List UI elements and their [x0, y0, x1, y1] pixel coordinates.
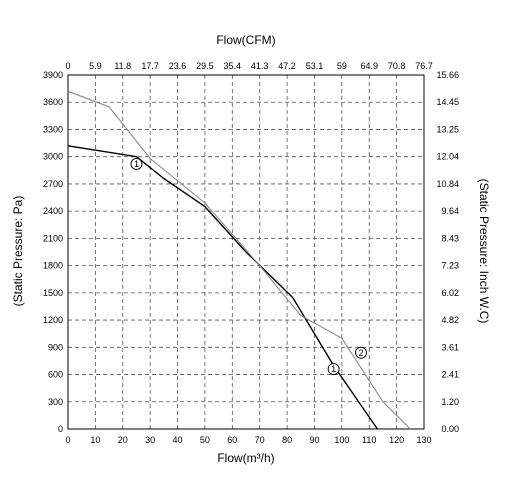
series-marker-1: 1	[327, 363, 340, 376]
y-left-tick-label: 3000	[43, 152, 63, 162]
series-line-1	[67, 145, 378, 430]
x-bottom-tick-label: 130	[416, 435, 431, 445]
x-top-tick-label: 0	[65, 61, 70, 71]
marker-label: 1	[331, 364, 336, 374]
y-left-tick-label: 2700	[43, 179, 63, 189]
y-left-tick-label: 2400	[43, 206, 63, 216]
x-bottom-tick-labels: 0 10 20 30 40 50 60 70 80 90 100 110 120 130	[65, 435, 431, 445]
y-right-tick-label: 8.43	[441, 233, 459, 243]
y-right-tick-label: 7.23	[441, 261, 459, 271]
x-top-tick-labels: 0 5.9 11.8 17.7 23.6 29.5 35.4 41.3 47.2 53.1 59 64…	[65, 61, 432, 71]
x-top-tick-label: 23.6	[169, 61, 187, 71]
marker-label: 2	[359, 348, 364, 358]
x-top-tick-label: 29.5	[196, 61, 214, 71]
x-top-tick-label: 47.2	[278, 61, 296, 71]
y-right-axis-title: (Static Pressure: Inch W.C)	[477, 179, 491, 324]
y-right-tick-label: 12.04	[436, 152, 459, 162]
x-bottom-tick-label: 110	[362, 435, 376, 445]
y-right-tick-label: 6.02	[441, 288, 459, 298]
x-top-axis-title: Flow(CFM)	[216, 33, 275, 47]
x-top-tick-label: 41.3	[251, 61, 269, 71]
series-layer	[67, 90, 411, 430]
y-left-tick-label: 2100	[43, 233, 63, 243]
y-right-tick-label: 9.64	[441, 206, 459, 216]
y-left-tick-label: 900	[48, 342, 63, 352]
x-bottom-tick-label: 60	[227, 435, 237, 445]
y-left-tick-label: 3600	[43, 97, 63, 107]
plot-frame	[67, 74, 425, 430]
y-left-tick-label: 1800	[43, 261, 63, 271]
y-right-tick-label: 14.45	[436, 97, 459, 107]
x-bottom-tick-label: 40	[173, 435, 183, 445]
y-left-tick-labels: 0 300 600 900 1200 1500 1800 2100 2400 2700 3000 33…	[43, 70, 63, 434]
marker-circle	[130, 158, 143, 170]
y-right-tick-label: 2.41	[441, 370, 459, 380]
y-right-tick-label: 10.84	[436, 179, 459, 189]
x-top-tick-label: 5.9	[89, 61, 102, 71]
y-left-tick-label: 300	[48, 397, 63, 407]
x-top-tick-label: 64.9	[360, 61, 378, 71]
x-top-tick-label: 17.7	[141, 61, 159, 71]
x-bottom-tick-label: 30	[145, 435, 155, 445]
x-bottom-axis-title: Flow(m³/h)	[217, 451, 274, 465]
x-bottom-tick-label: 70	[255, 435, 265, 445]
y-left-tick-label: 0	[58, 424, 63, 434]
y-left-tick-label: 600	[48, 370, 63, 380]
y-right-tick-label: 4.82	[441, 315, 459, 325]
x-bottom-tick-label: 20	[118, 435, 128, 445]
series-line-2	[67, 90, 411, 430]
x-top-tick-label: 76.7	[415, 61, 433, 71]
y-left-axis-title: (Static Pressure: Pa)	[11, 196, 25, 307]
y-right-tick-label: 13.25	[436, 124, 459, 134]
y-right-tick-label: 15.66	[436, 70, 459, 80]
y-left-tick-label: 3900	[43, 70, 63, 80]
x-top-tick-label: 11.8	[114, 61, 131, 71]
x-bottom-tick-label: 10	[90, 435, 100, 445]
y-left-tick-label: 1200	[43, 315, 63, 325]
x-top-tick-label: 70.8	[388, 61, 406, 71]
x-bottom-tick-label: 0	[65, 435, 70, 445]
y-right-tick-label: 3.61	[441, 342, 459, 352]
x-bottom-tick-label: 80	[282, 435, 292, 445]
x-bottom-tick-label: 120	[389, 435, 404, 445]
x-bottom-tick-label: 90	[309, 435, 319, 445]
x-bottom-tick-label: 50	[200, 435, 210, 445]
y-left-tick-label: 3300	[43, 124, 63, 134]
x-top-tick-label: 35.4	[224, 61, 242, 71]
x-top-tick-label: 59	[337, 61, 347, 71]
x-top-tick-label: 53.1	[306, 61, 324, 71]
series-marker-2: 2	[355, 346, 367, 359]
series-marker-1: 1	[130, 158, 143, 170]
marker-circle	[327, 363, 340, 376]
y-right-tick-label: 1.20	[441, 397, 459, 407]
marker-layer: 1 1 2	[130, 158, 367, 376]
marker-label: 1	[134, 159, 139, 169]
y-right-tick-labels: 0.00 1.20 2.41 3.61 4.82 6.02 7.23 8.43 9.64 10.8…	[436, 70, 459, 434]
y-left-tick-label: 1500	[43, 288, 63, 298]
y-right-tick-label: 0.00	[441, 424, 459, 434]
marker-circle	[355, 346, 367, 359]
x-bottom-tick-label: 100	[334, 435, 349, 445]
